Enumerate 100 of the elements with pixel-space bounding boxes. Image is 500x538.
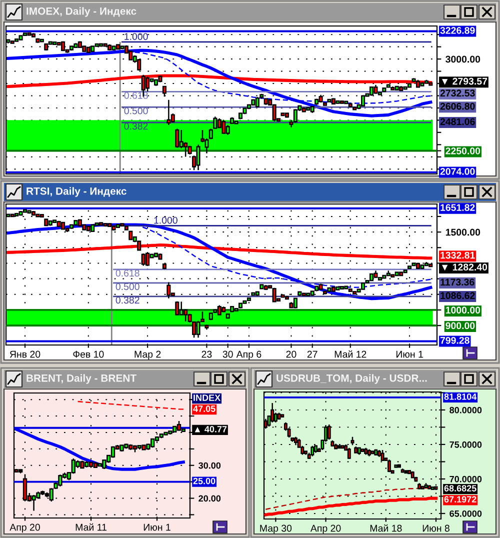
x-tick-label: Апр 20	[10, 524, 40, 533]
series-label: 1.000	[154, 216, 178, 224]
candlestick	[399, 86, 404, 92]
candlestick	[31, 32, 36, 38]
series-label: 0.618	[124, 92, 148, 99]
data-label: 67.1972	[444, 496, 476, 503]
ref-line-label: 81.8104	[444, 393, 477, 400]
text: ▲ 40.77	[194, 426, 227, 432]
x-tick-label: Мар 2	[134, 350, 161, 360]
candlestick	[208, 312, 213, 321]
ref-line-label: 3226.89	[440, 27, 475, 34]
candlestick	[251, 98, 256, 106]
candlestick	[246, 104, 251, 110]
candlestick	[78, 40, 82, 49]
line-series	[264, 496, 438, 516]
data-label: 47.05	[193, 406, 216, 412]
candlestick	[424, 482, 428, 489]
y-tick-label: 1000.00	[446, 306, 480, 314]
candlestick	[226, 124, 230, 136]
candlestick	[410, 470, 414, 479]
candlestick	[284, 112, 290, 118]
candlestick	[367, 448, 371, 457]
series-label: 0.382	[116, 296, 140, 304]
candlestick	[61, 221, 66, 230]
chart-title: IMOEX, Daily - Индекс	[26, 7, 136, 17]
data-label: 2481.06	[440, 118, 475, 126]
line-series	[6, 243, 432, 260]
candlestick	[347, 447, 351, 460]
y-tick-label: 65.0000	[450, 510, 482, 517]
candlestick	[226, 313, 230, 320]
candlestick	[242, 107, 247, 115]
candlestick	[327, 287, 332, 293]
line-series	[6, 48, 432, 118]
ref-line-label: 799.28	[440, 336, 470, 344]
x-tick-label: Июн 1	[144, 524, 170, 531]
candlestick	[69, 44, 74, 52]
candlestick	[377, 449, 381, 458]
candlestick	[154, 252, 158, 258]
candlestick	[350, 436, 354, 446]
text: ▼ 2793.57	[442, 78, 488, 85]
chart-title: RTSI, Daily - Индекс	[26, 187, 126, 197]
candlestick	[314, 98, 319, 106]
y-tick-label: 80.0000	[450, 406, 482, 414]
x-tick-label: 23	[202, 350, 212, 358]
data-label: 2732.53	[440, 90, 475, 97]
series-label: 0.500	[124, 107, 148, 114]
candlestick	[217, 304, 222, 316]
x-tick-label: Май 11	[76, 523, 106, 531]
candlestick	[69, 224, 74, 230]
y-tick-label: 1500.00	[446, 228, 480, 236]
candlestick	[361, 282, 366, 290]
text: ▼ 1282.40	[442, 264, 488, 271]
candlestick	[158, 252, 162, 260]
line-series	[14, 428, 185, 471]
x-tick-label: 27	[307, 350, 318, 358]
x-tick-label: Фев 10	[73, 350, 104, 358]
candlestick	[394, 85, 399, 91]
candlestick	[272, 287, 276, 303]
candlestick	[404, 470, 408, 474]
series-label: 0.618	[116, 270, 140, 277]
series-label: 0.382	[124, 122, 148, 130]
candlestick	[294, 436, 298, 446]
ref-line-label: 1651.82	[440, 204, 475, 211]
candlestick	[394, 271, 399, 277]
y-axis-title: INDEX	[194, 394, 221, 401]
x-tick-label: 20	[286, 350, 296, 358]
y-tick-label: 20.00	[198, 495, 221, 502]
candlestick	[330, 440, 334, 448]
candlestick	[374, 448, 378, 456]
candlestick	[277, 412, 281, 420]
candlestick	[82, 44, 86, 53]
candlestick	[175, 128, 180, 148]
candlestick	[78, 218, 82, 228]
y-tick-label: 3000.00	[446, 56, 480, 63]
series-label: 0.500	[116, 283, 140, 290]
candlestick	[318, 283, 323, 291]
candlestick	[331, 98, 336, 106]
candlestick	[132, 444, 138, 453]
x-tick-label: Июн 1	[396, 350, 423, 358]
data-label: 2606.80	[440, 102, 475, 110]
candlestick	[188, 145, 192, 156]
candlestick	[56, 220, 61, 228]
candlestick	[154, 78, 158, 87]
x-tick-label: Мар 30	[260, 524, 292, 534]
x-tick-label: Янв 20	[10, 350, 40, 358]
ref-line-label: 25.00	[193, 478, 216, 484]
candlestick	[260, 284, 264, 290]
candlestick	[74, 42, 78, 49]
candlestick	[204, 324, 209, 330]
y-tick-label: 30.00	[198, 462, 221, 469]
candlestick	[310, 445, 314, 457]
candlestick	[264, 284, 268, 291]
data-label: 1173.36	[440, 278, 474, 286]
candlestick	[116, 43, 120, 50]
data-label: 1332.81	[440, 252, 475, 259]
y-tick-label: 900.00	[446, 322, 475, 330]
candlestick	[302, 106, 306, 113]
candlestick	[255, 290, 260, 297]
y-tick-label: 2250.00	[446, 147, 480, 154]
x-tick-label: Май 18	[370, 524, 402, 532]
